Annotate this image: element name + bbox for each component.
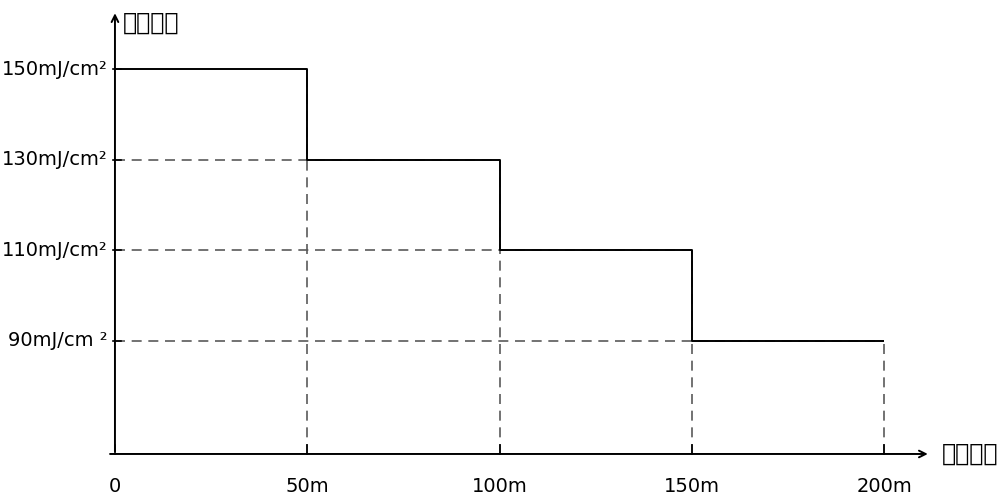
- Text: 200m: 200m: [857, 477, 912, 496]
- Text: 130mJ/cm²: 130mJ/cm²: [2, 150, 107, 169]
- Text: 产品长度: 产品长度: [942, 442, 999, 466]
- Text: 150m: 150m: [664, 477, 720, 496]
- Text: 50m: 50m: [286, 477, 329, 496]
- Text: 积算光量: 积算光量: [123, 10, 179, 34]
- Text: 110mJ/cm²: 110mJ/cm²: [2, 241, 107, 260]
- Text: 0: 0: [109, 477, 121, 496]
- Text: 100m: 100m: [472, 477, 528, 496]
- Text: 150mJ/cm²: 150mJ/cm²: [1, 60, 107, 79]
- Text: 90mJ/cm ²: 90mJ/cm ²: [8, 331, 107, 350]
